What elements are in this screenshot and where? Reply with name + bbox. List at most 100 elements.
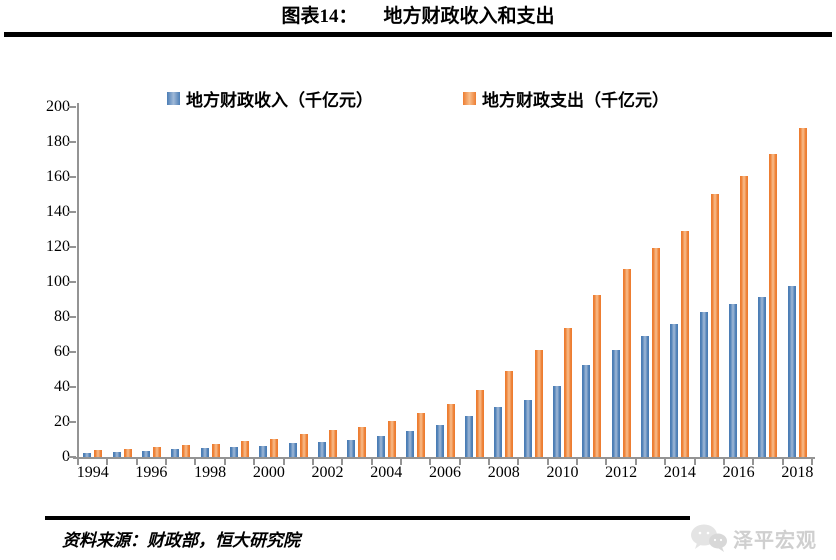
chat-bubbles-icon [691, 524, 727, 552]
x-tick-label: 2010 [546, 464, 579, 481]
y-axis-tick [68, 421, 76, 423]
x-axis-tick [106, 459, 109, 465]
x-tick-label: 1998 [194, 464, 227, 481]
footer-divider [45, 516, 690, 520]
y-axis-labels: 0 20 40 60 80 100 120 140 160 180 200 [18, 98, 70, 465]
bar-expenditure-2017 [769, 153, 778, 457]
x-axis-tick [693, 459, 696, 465]
x-axis-tick [488, 459, 491, 465]
y-axis-tick [68, 246, 76, 248]
bar-revenue-2015 [699, 311, 708, 457]
y-tick-label: 0 [62, 448, 70, 465]
bar-expenditure-1998 [211, 443, 220, 457]
bar-revenue-2000 [259, 445, 268, 457]
bar-expenditure-2002 [329, 430, 338, 457]
x-axis-tick [634, 459, 637, 465]
legend-swatch-revenue [167, 92, 180, 105]
y-axis-tick [68, 386, 76, 388]
x-axis-tick [194, 459, 197, 465]
bar-revenue-1997 [171, 449, 180, 457]
bar-expenditure-2010 [563, 327, 572, 457]
x-axis-tick [311, 459, 314, 465]
x-tick-label: 2012 [605, 464, 638, 481]
bar-revenue-2011 [582, 365, 591, 457]
x-tick-label: 1994 [76, 464, 109, 481]
y-tick-label: 20 [54, 413, 70, 430]
bar-revenue-2002 [318, 442, 327, 457]
legend-label-revenue: 地方财政收入（千亿元） [186, 91, 373, 110]
bar-revenue-1994 [83, 452, 92, 457]
x-axis-tick [781, 459, 784, 465]
x-tick-label: 2014 [663, 464, 696, 481]
x-tick-label: 2006 [429, 464, 461, 481]
y-tick-label: 60 [54, 343, 70, 360]
bar-revenue-1999 [229, 447, 238, 457]
title-divider [4, 32, 832, 37]
bar-revenue-2009 [523, 399, 532, 457]
bar-revenue-1996 [141, 450, 150, 457]
y-axis-line [77, 103, 79, 459]
bar-revenue-2006 [435, 424, 444, 457]
y-tick-label: 200 [46, 98, 70, 115]
brand-watermark: 泽平宏观 [690, 521, 836, 555]
legend-label-expenditure: 地方财政支出（千亿元） [482, 91, 669, 110]
bar-expenditure-2006 [446, 403, 455, 457]
bar-expenditure-1999 [240, 441, 249, 457]
x-axis-tick [458, 459, 461, 465]
y-axis-tick [68, 211, 76, 213]
bar-expenditure-1997 [182, 445, 191, 457]
legend-item-revenue: 地方财政收入（千亿元） [167, 86, 373, 111]
x-tick-label: 2008 [487, 464, 520, 481]
bar-expenditure-2001 [299, 434, 308, 457]
y-axis-tick [68, 141, 76, 143]
bar-revenue-2008 [494, 406, 503, 457]
y-tick-label: 80 [54, 308, 70, 325]
x-tick-label: 2004 [370, 464, 403, 481]
bar-expenditure-2000 [270, 438, 279, 457]
bar-expenditure-2013 [652, 247, 661, 457]
x-axis-tick [77, 459, 79, 465]
y-tick-label: 180 [46, 133, 70, 150]
source-note: 资料来源：财政部，恒大研究院 [62, 531, 300, 550]
x-axis-tick [576, 459, 579, 465]
x-axis-tick [605, 459, 608, 465]
y-axis-tick [68, 351, 76, 353]
bar-expenditure-2012 [622, 269, 631, 457]
legend-swatch-expenditure [463, 92, 476, 105]
bar-expenditure-2004 [387, 420, 396, 457]
chart-title: 图表14： 地方财政收入和支出 [0, 3, 836, 31]
bar-expenditure-2014 [681, 230, 690, 457]
bar-expenditure-2015 [710, 193, 719, 457]
x-axis-tick [722, 459, 725, 465]
y-axis-tick [68, 316, 76, 318]
bar-revenue-1995 [112, 451, 121, 457]
bar-expenditure-1995 [123, 448, 132, 457]
chart-title-text: 地方财政收入和支出 [383, 6, 555, 27]
x-axis-line [73, 457, 815, 459]
bar-expenditure-2016 [740, 176, 749, 457]
bar-revenue-2018 [787, 285, 796, 457]
y-tick-label: 140 [46, 203, 70, 220]
y-tick-label: 100 [46, 273, 70, 290]
bar-revenue-2003 [347, 439, 356, 457]
bar-revenue-2010 [552, 385, 561, 457]
bar-revenue-2014 [670, 324, 679, 457]
x-axis-tick [282, 459, 285, 465]
x-axis-tick [752, 459, 755, 465]
bar-revenue-2016 [729, 304, 738, 457]
y-tick-label: 120 [46, 238, 70, 255]
bar-revenue-2005 [406, 430, 415, 457]
bar-expenditure-1996 [152, 446, 161, 457]
chart-legend: 地方财政收入（千亿元） 地方财政支出（千亿元） [0, 86, 836, 111]
y-axis-tick [68, 456, 76, 458]
bar-revenue-2004 [376, 436, 385, 457]
x-axis-tick [253, 459, 256, 465]
x-axis-tick [135, 459, 138, 465]
x-axis-tick [429, 459, 432, 465]
plot-area [68, 106, 813, 465]
x-axis-tick [341, 459, 344, 465]
bar-revenue-2001 [288, 443, 297, 457]
x-axis-tick [399, 459, 402, 465]
bar-revenue-2012 [611, 350, 620, 457]
